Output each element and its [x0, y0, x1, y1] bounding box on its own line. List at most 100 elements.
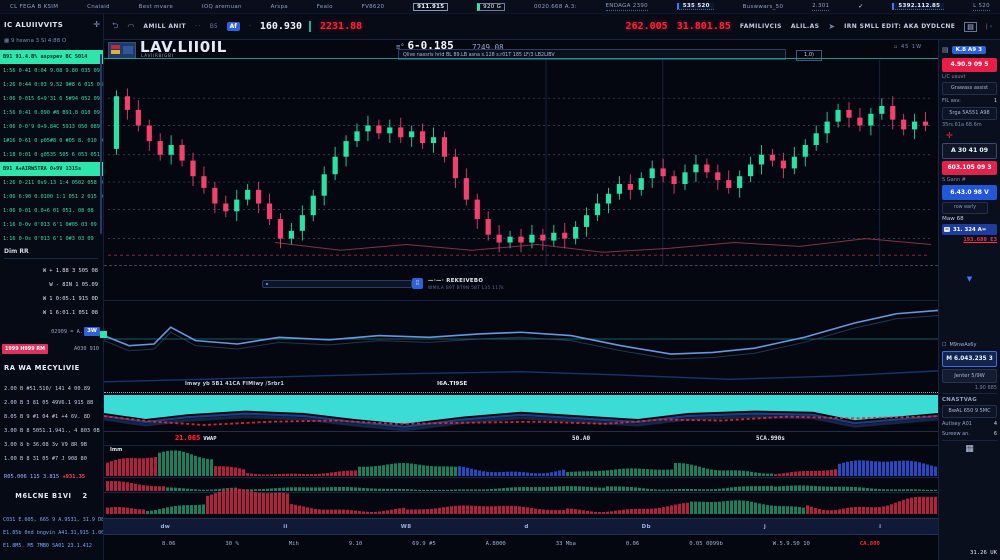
add-icon[interactable]: ✛	[93, 20, 100, 29]
scrollbar[interactable]	[100, 54, 102, 234]
order-panel-item: 1.90 685	[942, 385, 997, 391]
order-panel-item[interactable]: row early	[942, 202, 988, 214]
vwap-name: VWAP	[203, 436, 216, 442]
tab-d[interactable]: d	[524, 524, 528, 530]
tab-i[interactable]: i	[879, 524, 881, 530]
order-panel-item[interactable]: BwAL 650 9 5MC	[942, 405, 997, 418]
replay-slider[interactable]	[262, 280, 412, 288]
rsi-panel-top-border	[104, 300, 938, 301]
sell-button[interactable]: 4.90.9 09 5	[942, 58, 997, 72]
top-bar-item[interactable]: IOQ aremuan	[202, 4, 242, 10]
tab-w8[interactable]: W8	[401, 524, 412, 530]
tab-j[interactable]: j	[764, 524, 766, 530]
weight-row: W 1 6:01.1 051 08	[0, 306, 103, 320]
top-bar-item[interactable]: Fealo	[317, 4, 333, 10]
monetary-checkbox[interactable]: ☐M9nwAs6y	[942, 341, 997, 349]
info-row: C031 E.605, 665 9 A.9531, 31.9 D8	[0, 514, 103, 527]
keyboard-icon[interactable]: ▤	[964, 22, 977, 32]
badge-chip[interactable]: 3W	[84, 327, 100, 336]
badge-row: 02909 = A. 3W	[0, 326, 103, 338]
footer-stat: A.8000	[486, 541, 506, 547]
replay-button[interactable]: ⣿	[412, 278, 423, 289]
top-bar-item: Cnaiaid	[87, 4, 110, 10]
watchlist-rows: B91 91.4.B% aspspev BC 50141:56 0-41 0:0…	[0, 50, 103, 246]
toolbar-item: IRN SMLL EDIT: AKA DYDLCNE	[844, 23, 955, 30]
sell-limit-button[interactable]: 603.105 09 3	[942, 161, 997, 175]
section-title: RA WA MECYLIVIE	[4, 364, 80, 372]
flag-yellow-stripe	[111, 50, 120, 54]
change-value: 2231.88	[320, 21, 362, 32]
chart-corner-controls[interactable]: ▫ 45 1W	[894, 44, 922, 50]
enter-stop-button[interactable]: Jenter 5/9W	[942, 369, 997, 383]
watchlist-row[interactable]: B91 A+AIRWSTRA 0+9V 1315s	[0, 162, 103, 176]
instrument-thumbnail[interactable]	[108, 42, 136, 59]
footer-stat: 8.06	[162, 541, 175, 547]
toolbar-item[interactable]: AMILL ANIT	[143, 23, 186, 30]
top-bar-item[interactable]: Best mvare	[139, 4, 173, 10]
amount-button[interactable]: M 6.043.235 3	[942, 351, 997, 367]
toolbar-item: B5	[210, 23, 218, 30]
order-panel-item: 35rs.61a 68.6m	[942, 122, 997, 128]
tab-ii[interactable]: ii	[283, 524, 288, 530]
undo-icon[interactable]: ⮌	[112, 20, 118, 34]
toolbar-item[interactable]: ALIL.AS	[791, 23, 820, 30]
order-panel-item[interactable]: 5rga 5A551 A98	[942, 107, 997, 120]
footer-stat: Mih	[289, 541, 299, 547]
alert-value: A030 910	[74, 346, 99, 352]
toolbar-item: ǀ ‹	[986, 23, 992, 30]
watchlist-row: 1:06 0-0'9 0+9.84C 5913 050 089	[0, 120, 103, 134]
price-chart-canvas[interactable]	[104, 60, 938, 265]
flag-red-stripe	[111, 45, 120, 49]
footer-stat: 69.9 #5	[412, 541, 436, 547]
position-row[interactable]: ☰31. 324 A=	[942, 224, 997, 235]
rsi-label-right: I6A.TI9SE	[437, 381, 467, 387]
macd-right-label: 5CA.990s	[756, 435, 785, 442]
tab-db[interactable]: Db	[642, 524, 651, 530]
top-bar-item: ENDAGA 2390	[606, 3, 648, 11]
pnl-row: R05.006 115 3.815 +931.35	[4, 474, 100, 480]
order-panel: ▤K.8 A9 34.90.9 09 5L/C usuvtGrawass ass…	[938, 40, 1000, 560]
top-bar-item: 0020.668 A.3:	[534, 4, 577, 10]
balance-text: M6LCNE B1VI	[15, 492, 71, 500]
chevron-down-icon[interactable]: ▼	[942, 275, 997, 285]
pnl-link[interactable]: 193.680 E3	[942, 237, 997, 243]
volume-chart-canvas[interactable]	[104, 446, 938, 516]
watchlist-row: 1:06 0-015 6+9'31 6 5#94 052 09	[0, 92, 103, 106]
badge-row-text: 02909 = A.	[51, 326, 83, 338]
alert-badge[interactable]: 1999 H999 RM	[2, 344, 48, 354]
top-bar-item: 5392.112.85	[892, 3, 944, 10]
toolbar-item: · ·	[195, 23, 201, 30]
cursor-icon[interactable]: ➤	[828, 22, 835, 31]
top-bar-item[interactable]: Arspa	[271, 4, 288, 10]
crosshair-icon: ✛	[942, 130, 997, 141]
top-bar-item: 920 G	[477, 3, 505, 11]
buy-button[interactable]: 6.43.0 98 V	[942, 185, 997, 200]
symbol-toolbar: ⮌◠AMILL ANIT· ·B5Af·160.9302231.88 262.0…	[104, 14, 1000, 40]
rsi-chart-canvas[interactable]	[104, 302, 938, 386]
footer-stat: CA.800	[860, 541, 880, 547]
watchlist-row[interactable]: B91 91.4.B% aspspev BC 5014	[0, 50, 103, 64]
pnl-row-change: +931.35	[62, 474, 85, 480]
top-bar-item: 535 520	[677, 3, 714, 10]
redo-icon[interactable]: ◠	[127, 22, 134, 31]
pnl-row-values: R05.006 115 3.815	[4, 474, 59, 480]
top-bar-item[interactable]: FV8620	[362, 4, 385, 10]
order-row: 1.00 B 8 31 05 #7 J 908 80	[0, 452, 103, 466]
rsi-label-left: Imwy yb 5B1 41CA FIMIwy /5rbr1	[185, 381, 284, 387]
watchlist-subrow: ▦ 9 hswna 3 SI 4:88 O	[4, 38, 66, 44]
interval-badge[interactable]: Af	[227, 22, 240, 31]
watchlist-header: IC ALUIIVVITS ✛	[4, 20, 100, 29]
vwap-label: 21.065VWAP	[175, 434, 217, 442]
account-chip[interactable]: ▤K.8 A9 3	[942, 43, 997, 56]
watchlist-row: 1:06 0-01 0.0+6 01 051. 08 08	[0, 204, 103, 218]
tab-dw[interactable]: dw	[160, 524, 170, 530]
watchlist-title: IC ALUIIVVITS	[4, 21, 63, 29]
toolbar-item[interactable]: FAMILIVCIS	[740, 23, 782, 30]
order-panel-item[interactable]: Grawass assist	[942, 82, 997, 95]
weight-row: W 1 0:05.1 915 0D	[0, 292, 103, 306]
macd-chart-canvas[interactable]	[104, 393, 938, 431]
calculator-icon[interactable]: ▦	[942, 440, 997, 458]
weight-row: W - 8IN 1 05.09	[0, 278, 103, 292]
slider-dot	[266, 283, 268, 285]
price-panel-divider	[104, 265, 938, 266]
